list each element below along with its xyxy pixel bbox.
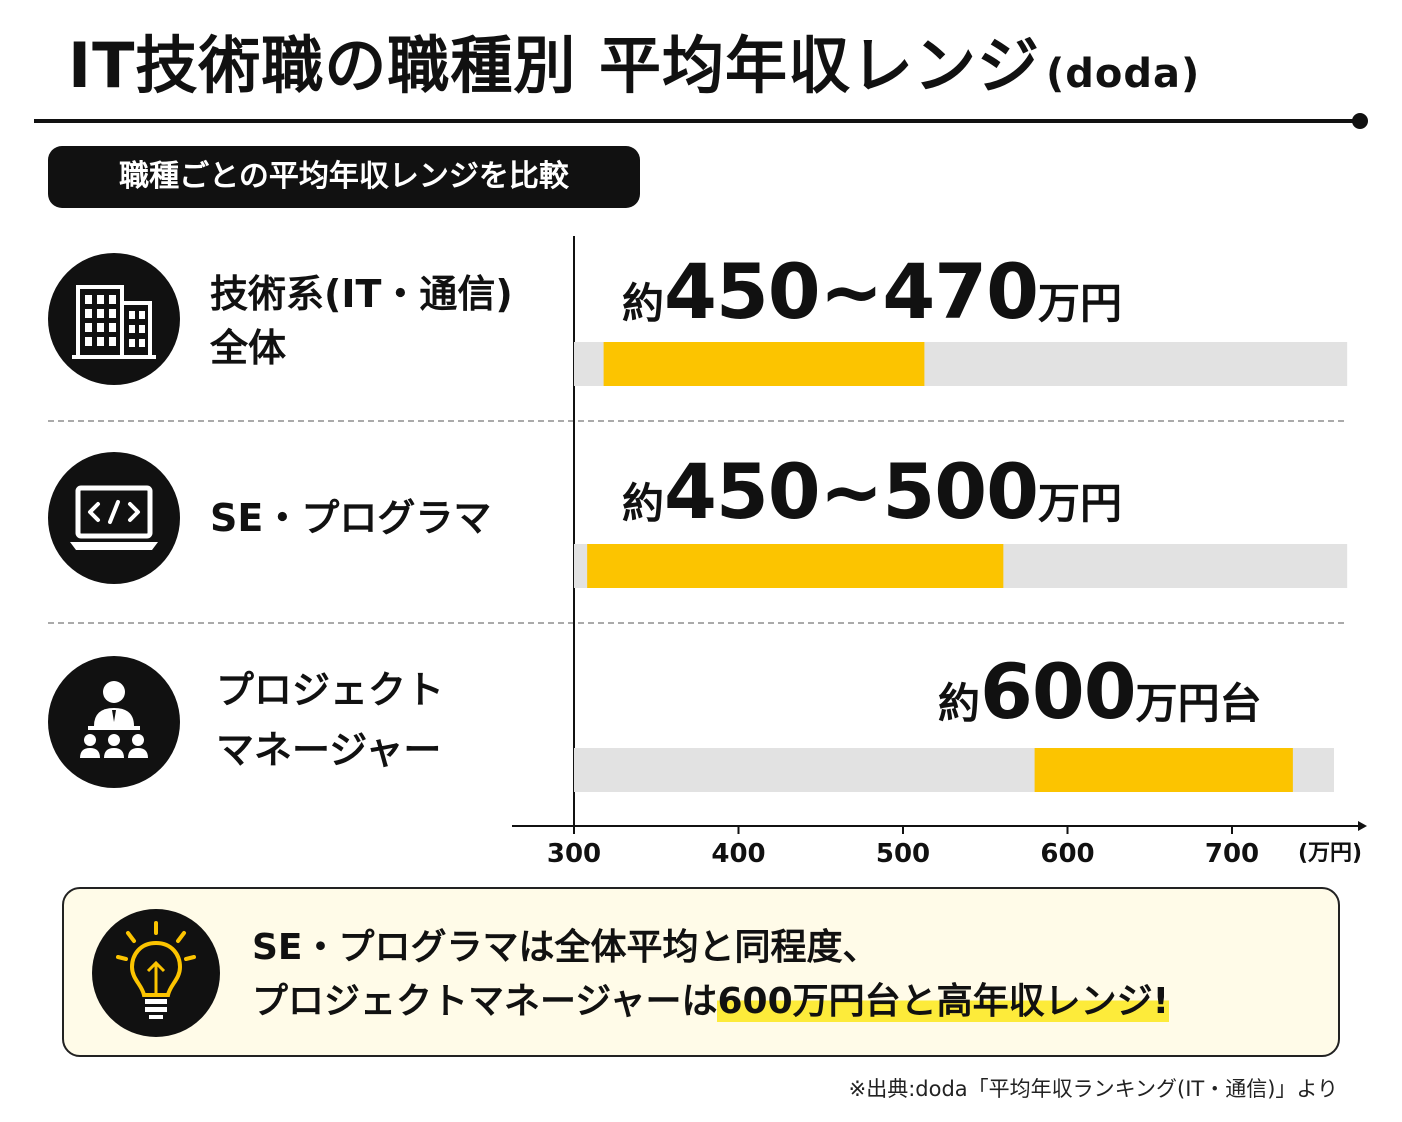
range-bar	[603, 342, 925, 386]
office-building-icon	[48, 253, 180, 385]
page-title: IT技術職の職種別 平均年収レンジ (doda)	[68, 26, 1368, 114]
range-unit: 万円台	[1135, 679, 1262, 728]
x-axis-arrow	[1358, 821, 1367, 831]
salary-range-chart: 300 400 500 600 700 (万円)	[512, 236, 1367, 869]
callout-highlight: 600万円台と高年収レンジ!	[717, 981, 1170, 1022]
source-note: ※出典:doda「平均年収ランキング(IT・通信)」より	[848, 1077, 1338, 1101]
x-tick-label: 600	[1040, 839, 1094, 869]
range-bar	[1034, 748, 1293, 792]
callout-line-2-text: プロジェクトマネージャーは	[252, 981, 718, 1022]
row-divider	[48, 420, 1344, 422]
callout-line-1: SE・プログラマは全体平均と同程度、	[252, 927, 879, 968]
x-tick-label: 300	[547, 839, 601, 869]
title-main: IT技術職の職種別 平均年収レンジ	[68, 29, 1040, 102]
range-bar	[587, 544, 1004, 588]
range-label-se-programmer: 約450~500万円	[622, 454, 1122, 530]
range-value: 600	[980, 647, 1137, 736]
row-label-project-manager-line2: マネージャー	[216, 728, 442, 772]
section-badge: 職種ごとの平均年収レンジを比較	[48, 146, 640, 208]
row-label-se-programmer: SE・プログラマ	[210, 496, 492, 540]
range-label-project-manager: 約600万円台	[938, 654, 1262, 730]
callout-line-2: プロジェクトマネージャーは600万円台と高年収レンジ!	[252, 977, 1170, 1027]
range-prefix: 約	[938, 679, 981, 728]
x-tick-label: 500	[876, 839, 930, 869]
range-prefix: 約	[622, 279, 665, 328]
range-unit: 万円	[1037, 279, 1122, 328]
row-label-it-overall-line2: 全体	[210, 326, 287, 370]
presenter-team-icon	[48, 656, 180, 788]
title-underline	[34, 119, 1360, 123]
x-tick-label: 700	[1205, 839, 1259, 869]
range-prefix: 約	[622, 479, 665, 528]
range-unit: 万円	[1037, 479, 1122, 528]
laptop-code-icon	[48, 452, 180, 584]
lightbulb-icon	[92, 909, 220, 1037]
title-suffix: (doda)	[1045, 51, 1201, 97]
row-divider	[48, 622, 1344, 624]
title-underline-dot	[1352, 113, 1368, 129]
range-value: 450~470	[664, 247, 1039, 336]
x-tick-label: 400	[711, 839, 765, 869]
summary-callout: SE・プログラマは全体平均と同程度、 プロジェクトマネージャーは600万円台と高…	[62, 887, 1340, 1057]
range-value: 450~500	[664, 447, 1039, 536]
x-axis-unit: (万円)	[1298, 841, 1362, 866]
row-label-project-manager: プロジェクト	[216, 668, 445, 712]
range-label-it-overall: 約450~470万円	[622, 254, 1122, 330]
row-label-it-overall: 技術系(IT・通信)	[210, 272, 513, 316]
